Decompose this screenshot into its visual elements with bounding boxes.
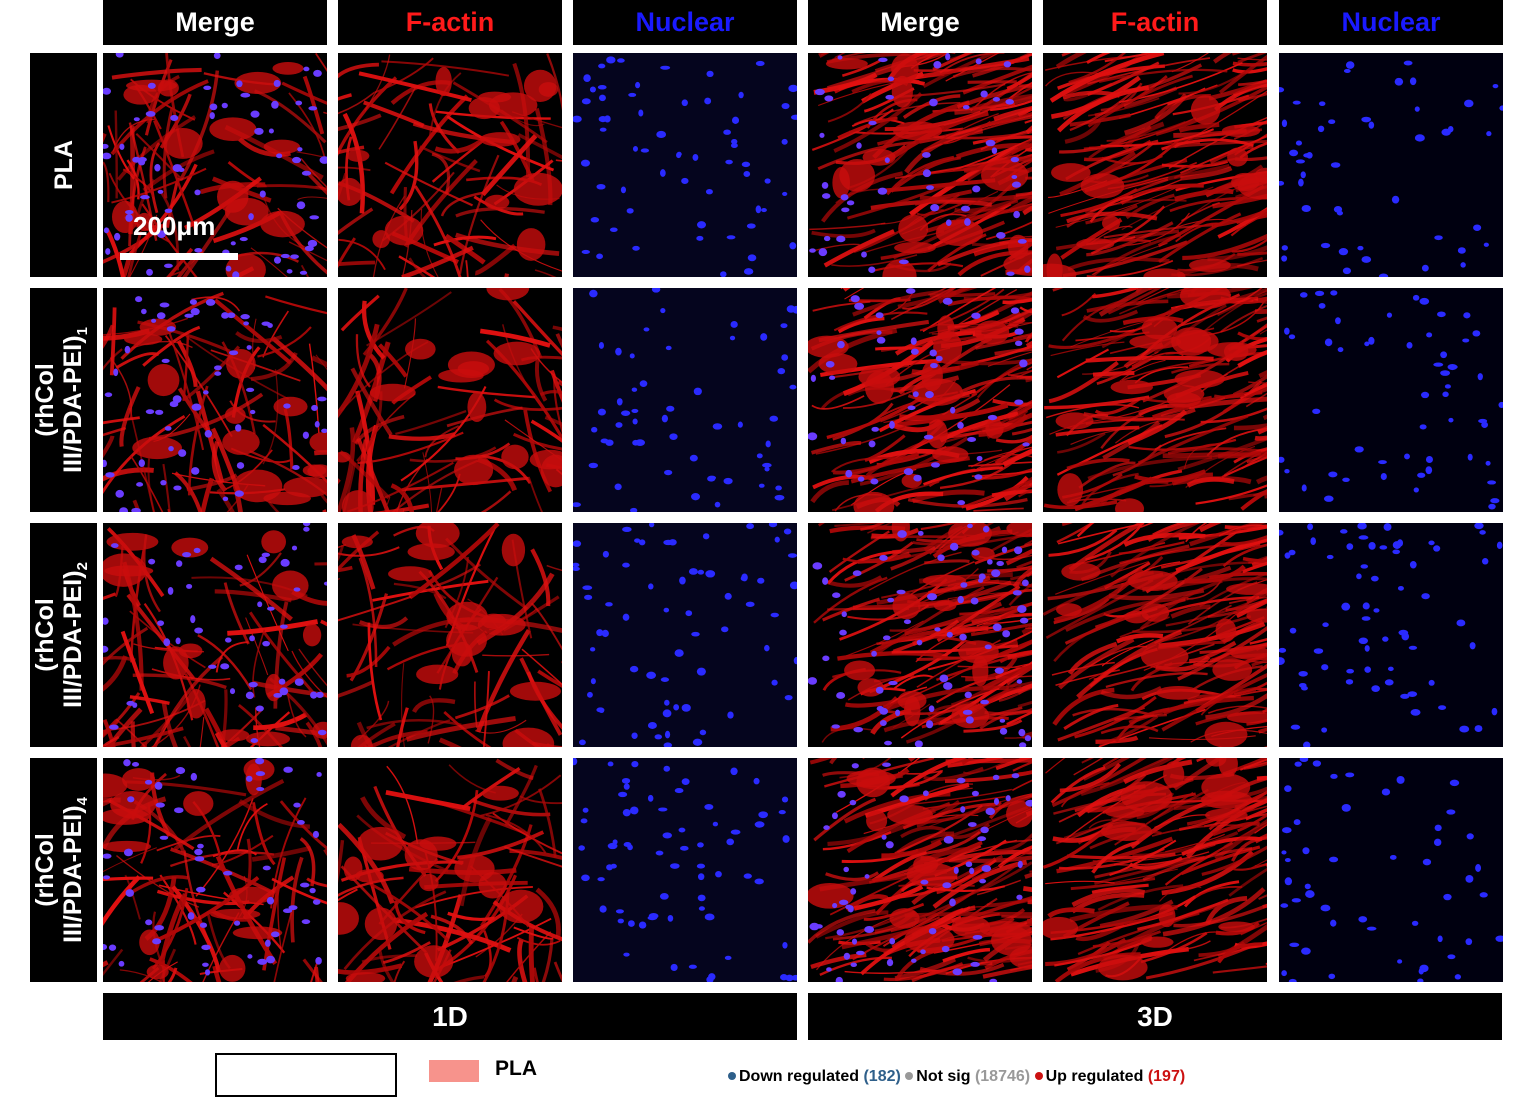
row-label-rhcol-1: (rhCol III/PDA-PEI)1	[30, 288, 97, 512]
micrograph-merge-1d-rhcol-2	[103, 523, 327, 747]
column-header-nuclear-3d: Nuclear	[1279, 0, 1503, 45]
micrograph-nuclear-3d-rhcol-2	[1279, 523, 1503, 747]
micrograph-nuclear-1d-pla	[573, 53, 797, 277]
down-label: Down regulated	[739, 1068, 860, 1085]
micrograph-factin-1d-pla	[338, 53, 562, 277]
micrograph-factin-1d-rhcol-2	[338, 523, 562, 747]
down-count: (182)	[863, 1068, 901, 1085]
micrograph-nuclear-1d-rhcol-4	[573, 758, 797, 982]
micrograph-nuclear-1d-rhcol-1	[573, 288, 797, 512]
micrograph-factin-3d-rhcol-4	[1043, 758, 1267, 982]
notsig-count: (18746)	[974, 1068, 1031, 1085]
micrograph-factin-3d-pla	[1043, 53, 1267, 277]
micrograph-merge-3d-rhcol-1	[808, 288, 1032, 512]
micrograph-factin-3d-rhcol-1	[1043, 288, 1267, 512]
notsig-label: Not sig	[916, 1068, 971, 1085]
scale-bar	[120, 253, 238, 260]
legend-label-pla: PLA	[495, 1057, 537, 1080]
row-label-pla: PLA	[30, 53, 97, 277]
micrograph-factin-3d-rhcol-2	[1043, 523, 1267, 747]
up-label: Up regulated	[1045, 1068, 1144, 1085]
micrograph-merge-1d-pla	[103, 53, 327, 277]
column-header-merge-3d: Merge	[808, 0, 1032, 45]
notsig-dot	[905, 1072, 914, 1080]
micrograph-merge-3d-rhcol-2	[808, 523, 1032, 747]
up-dot	[1034, 1072, 1043, 1080]
micrograph-nuclear-3d-pla	[1279, 53, 1503, 277]
micrograph-merge-1d-rhcol-4	[103, 758, 327, 982]
timepoint-1d: 1D	[103, 993, 797, 1040]
up-count: (197)	[1147, 1068, 1186, 1085]
down-dot	[728, 1072, 736, 1080]
scale-bar-label: 200μm	[133, 211, 216, 241]
column-header-merge-1d: Merge	[103, 0, 327, 45]
micrograph-factin-1d-rhcol-4	[338, 758, 562, 982]
column-header-factin-1d: F-actin	[338, 0, 562, 45]
micrograph-nuclear-3d-rhcol-1	[1279, 288, 1503, 512]
micrograph-merge-1d-rhcol-1	[103, 288, 327, 512]
row-label-rhcol-4: (rhCol III/PDA-PEI)4	[30, 758, 97, 982]
legend-swatch-pla	[429, 1060, 479, 1082]
micrograph-nuclear-1d-rhcol-2	[573, 523, 797, 747]
micrograph-merge-3d-rhcol-4	[808, 758, 1032, 982]
timepoint-3d: 3D	[808, 993, 1502, 1040]
row-label-rhcol-2: (rhCol III/PDA-PEI)2	[30, 523, 97, 747]
column-header-factin-3d: F-actin	[1043, 0, 1267, 45]
micrograph-nuclear-3d-rhcol-4	[1279, 758, 1503, 982]
legend-box	[215, 1053, 397, 1097]
volcano-legend: Down regulated (182) Not sig (18746) Up …	[728, 1068, 1185, 1086]
micrograph-factin-1d-rhcol-1	[338, 288, 562, 512]
micrograph-merge-3d-pla	[808, 53, 1032, 277]
column-header-nuclear-1d: Nuclear	[573, 0, 797, 45]
